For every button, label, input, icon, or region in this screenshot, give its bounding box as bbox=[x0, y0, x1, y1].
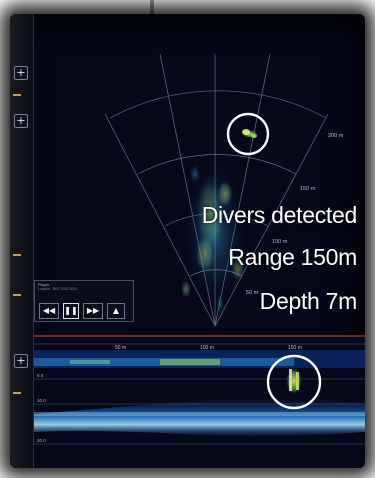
rail-marker bbox=[13, 254, 21, 256]
depth-label-5: 5.0 bbox=[37, 373, 44, 378]
pause-icon[interactable]: ❚❚ bbox=[63, 303, 79, 319]
sonar-display: 200 m 150 m 100 m 50 m bbox=[10, 14, 365, 468]
rail-marker bbox=[13, 294, 21, 296]
divers-detected-text: Divers detected bbox=[201, 202, 358, 228]
range-label-150: 150 m bbox=[300, 186, 316, 192]
playback-title: Player bbox=[38, 282, 50, 287]
depth-label-10: 10.0 bbox=[37, 398, 46, 403]
sonar-canvas: 200 m 150 m 100 m 50 m bbox=[34, 53, 365, 468]
depth-text: Depth 7m bbox=[259, 288, 358, 314]
rewind-icon[interactable]: ◀◀ bbox=[39, 303, 59, 319]
side-scan-depth-labels: 5.0 10.0 20.0 bbox=[37, 373, 46, 443]
rail-marker bbox=[13, 94, 21, 96]
plus-icon[interactable]: + bbox=[14, 66, 28, 80]
sonar-fan-echoes bbox=[181, 129, 258, 314]
mount-bar bbox=[150, 0, 154, 20]
left-toolbar-rail: + + + bbox=[10, 14, 34, 468]
plus-icon[interactable]: + bbox=[14, 354, 28, 368]
side-scan-distance-labels: 50 m 100 m 150 m bbox=[115, 345, 302, 351]
diver-highlight-circle-fan bbox=[226, 112, 270, 156]
depth-label-20: 20.0 bbox=[37, 438, 46, 443]
side-scan-view bbox=[34, 337, 365, 468]
distance-label-50: 50 m bbox=[115, 345, 126, 351]
distance-label-150: 150 m bbox=[288, 345, 302, 351]
eject-icon[interactable]: ▲ bbox=[107, 303, 125, 319]
distance-label-100: 100 m bbox=[200, 345, 214, 351]
diver-highlight-circle-side-scan bbox=[266, 354, 322, 410]
sonar-range-labels: 200 m 150 m 100 m 50 m bbox=[246, 133, 344, 296]
playback-subtitle: Loaded - REC 00017624 bbox=[38, 287, 77, 291]
range-label-100: 100 m bbox=[272, 239, 288, 245]
range-text: Range 150m bbox=[228, 244, 357, 270]
range-label-200: 200 m bbox=[328, 133, 344, 139]
playback-panel: Player Loaded - REC 00017624 ◀◀ ❚❚ ▶▶ ▲ bbox=[34, 280, 134, 322]
range-label-50: 50 m bbox=[246, 290, 259, 296]
rail-marker bbox=[13, 392, 21, 394]
fast-forward-icon[interactable]: ▶▶ bbox=[83, 303, 103, 319]
plus-icon[interactable]: + bbox=[14, 114, 28, 128]
